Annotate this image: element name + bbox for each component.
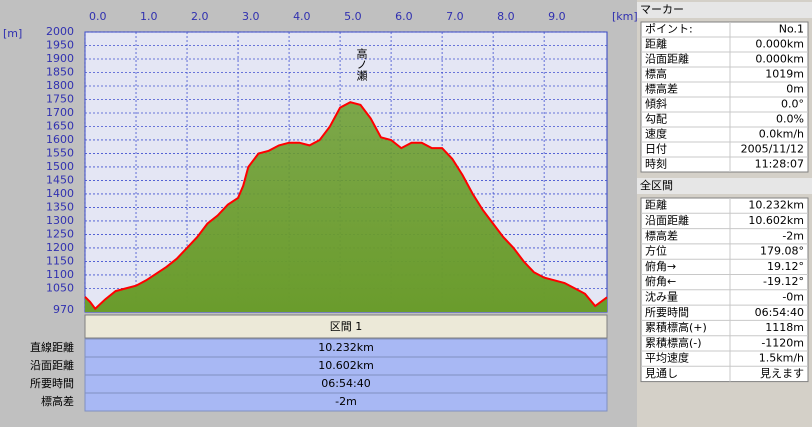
x-tick-label: 4.0 <box>293 10 311 23</box>
total-value: 10.602km <box>748 214 804 227</box>
marker-value: 11:28:07 <box>755 158 804 171</box>
x-tick-label: 7.0 <box>446 10 464 23</box>
y-axis-unit: [m] <box>3 27 22 40</box>
total-value: 1118m <box>765 321 804 334</box>
x-tick-label: 9.0 <box>548 10 566 23</box>
y-tick-label: 1150 <box>46 254 74 267</box>
marker-value: 0.0% <box>776 113 804 126</box>
y-tick-label: 1500 <box>46 160 74 173</box>
section-title: 区間 1 <box>330 320 363 333</box>
total-label: 標高差 <box>645 228 678 242</box>
section-header <box>84 314 608 339</box>
y-tick-label: 1550 <box>46 146 74 159</box>
area-fill <box>85 102 607 312</box>
marker-value: 0.000km <box>755 38 804 51</box>
total-label: 平均速度 <box>645 351 689 365</box>
marker-label: 沿面距離 <box>645 52 689 66</box>
y-tick-label: 1200 <box>46 241 74 254</box>
x-tick-label: 2.0 <box>191 10 209 23</box>
marker-value: 1019m <box>765 68 804 81</box>
marker-label: 速度 <box>645 127 667 141</box>
section-value: 10.602km <box>318 359 374 372</box>
total-label: 距離 <box>645 198 667 212</box>
section-cell <box>84 392 608 412</box>
marker-label: 傾斜 <box>645 97 667 111</box>
section-value: 06:54:40 <box>321 377 370 390</box>
marker-value: 0m <box>786 83 804 96</box>
total-label: 俯角← <box>645 274 676 288</box>
y-tick-label: 1600 <box>46 133 74 146</box>
marker-title: マーカー <box>640 3 684 16</box>
marker-label: 勾配 <box>645 113 667 126</box>
marker-label: 日付 <box>645 143 667 156</box>
marker-header <box>637 2 812 18</box>
marker-value: 0.000km <box>755 53 804 66</box>
marker-value: No.1 <box>779 23 804 36</box>
total-value: 10.232km <box>748 199 804 212</box>
y-tick-label: 2000 <box>46 25 74 38</box>
y-tick-label: 1700 <box>46 106 74 119</box>
section-label: 所要時間 <box>30 377 74 390</box>
y-tick-label: 1400 <box>46 187 74 200</box>
marker-value: 2005/11/12 <box>741 143 804 156</box>
marker-label: 時刻 <box>645 157 667 171</box>
total-value: -2m <box>782 229 804 242</box>
marker-label: 標高差 <box>645 82 678 96</box>
total-value: 179.08° <box>760 245 804 258</box>
total-value: 06:54:40 <box>755 306 804 319</box>
section-label: 直線距離 <box>30 340 74 354</box>
y-tick-label: 1450 <box>46 173 74 186</box>
total-value: -19.12° <box>763 275 804 288</box>
y-tick-label: 1300 <box>46 214 74 227</box>
marker-value: 0.0° <box>781 98 804 111</box>
marker-label: 標高 <box>645 67 667 81</box>
total-label: 累積標高(-) <box>645 335 702 349</box>
x-axis-unit: [km] <box>612 10 638 23</box>
x-tick-label: 0.0 <box>89 10 107 23</box>
x-tick-label: 5.0 <box>344 10 362 23</box>
section-value: -2m <box>335 395 357 408</box>
total-label: 方位 <box>645 244 667 258</box>
y-tick-label: 970 <box>53 303 74 316</box>
total-label: 見通し <box>645 367 678 380</box>
marker-label: ポイント: <box>645 23 693 36</box>
total-label: 俯角→ <box>645 259 676 273</box>
peak-annotation: 高ノ瀬 <box>355 47 368 82</box>
profile-line <box>84 101 608 311</box>
total-value: -0m <box>782 290 804 303</box>
marker-value: 0.0km/h <box>759 128 804 141</box>
total-value: 見えます <box>760 367 804 380</box>
x-tick-label: 3.0 <box>242 10 260 23</box>
y-tick-label: 1750 <box>46 92 74 105</box>
total-value: 19.12° <box>767 260 804 273</box>
section-value: 10.232km <box>318 341 374 354</box>
x-tick-label: 8.0 <box>497 10 515 23</box>
total-label: 累積標高(+) <box>645 320 707 334</box>
total-value: 1.5km/h <box>759 352 804 365</box>
y-tick-label: 1100 <box>46 268 74 281</box>
y-tick-label: 1650 <box>46 119 74 132</box>
total-label: 所要時間 <box>645 306 689 319</box>
x-tick-label: 1.0 <box>140 10 158 23</box>
total-title: 全区間 <box>640 178 673 192</box>
total-header <box>637 178 812 194</box>
section-label: 沿面距離 <box>30 358 74 372</box>
total-value: -1120m <box>761 336 804 349</box>
x-tick-label: 6.0 <box>395 10 413 23</box>
section-label: 標高差 <box>41 394 74 408</box>
y-tick-label: 1850 <box>46 65 74 78</box>
y-tick-label: 1050 <box>46 281 74 294</box>
y-tick-label: 1900 <box>46 52 74 65</box>
total-label: 沈み量 <box>645 289 678 303</box>
y-tick-label: 1950 <box>46 38 74 51</box>
y-tick-label: 1250 <box>46 227 74 240</box>
y-tick-label: 1800 <box>46 79 74 92</box>
total-label: 沿面距離 <box>645 213 689 227</box>
marker-label: 距離 <box>645 37 667 51</box>
y-tick-label: 1350 <box>46 200 74 213</box>
